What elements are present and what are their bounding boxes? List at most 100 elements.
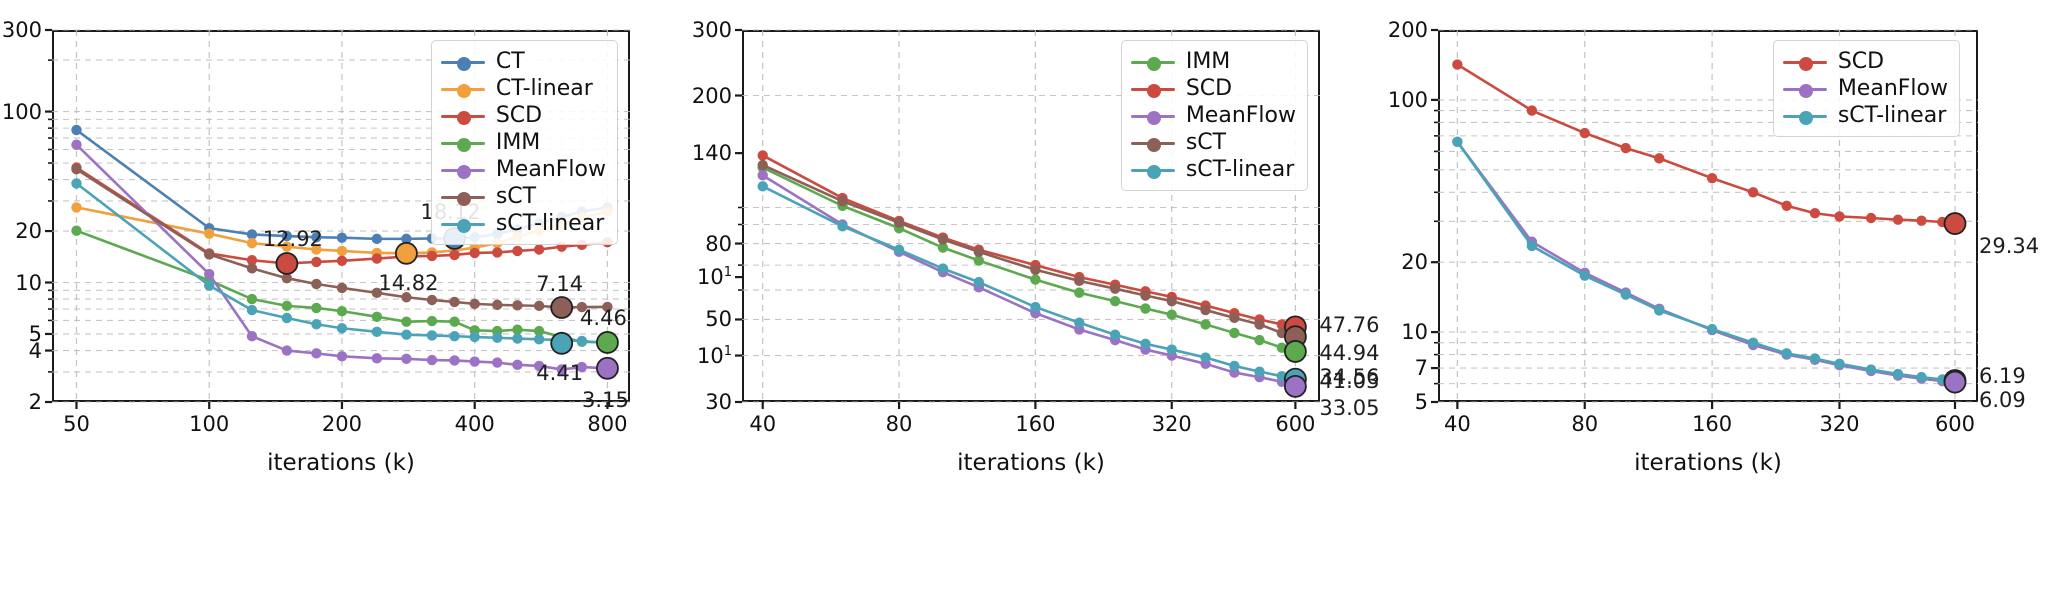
data-point <box>1452 136 1463 147</box>
y-axis-tick-label: 300 <box>1 18 42 42</box>
legend-item-meanflow[interactable]: MeanFlow <box>1782 75 1948 102</box>
data-point <box>1865 364 1877 375</box>
data-point <box>311 256 322 268</box>
data-point <box>336 255 348 266</box>
data-point <box>492 247 503 258</box>
legend-item-scd[interactable]: SCD <box>1130 75 1296 102</box>
data-point <box>1200 304 1211 316</box>
data-point <box>533 360 545 372</box>
data-point <box>311 278 322 290</box>
legend-label: CT <box>495 48 525 74</box>
y-axis-tick-label: 50 <box>705 307 732 332</box>
legend-label: MeanFlow <box>1185 102 1296 128</box>
y-axis-tick-label: 10 <box>15 270 42 295</box>
data-point <box>401 316 412 327</box>
legend-item-imm[interactable]: IMM <box>1130 48 1296 75</box>
data-point <box>426 315 438 327</box>
data-point <box>1140 303 1151 314</box>
legend-item-scd[interactable]: SCD <box>1782 48 1948 75</box>
data-point <box>893 244 905 255</box>
x-axis-tick-label: 80 <box>1571 412 1599 436</box>
series-sct <box>757 159 1301 342</box>
data-point <box>246 293 258 305</box>
legend-item-scd[interactable]: SCD <box>440 102 606 129</box>
data-point <box>1916 215 1927 226</box>
chart-panel-3: 29.34 6.19 6.09 5 7 10 20 100 200 40 80 160 320 600 it… <box>1380 0 2064 592</box>
data-point <box>246 255 258 266</box>
data-point <box>371 233 383 245</box>
legend-item-meanflow[interactable]: MeanFlow <box>440 156 606 183</box>
value-annotation: 34.56 <box>1319 365 1380 390</box>
data-point <box>1200 352 1211 363</box>
gridlines <box>1438 29 1978 403</box>
legend-item-sct-linear[interactable]: sCT-linear <box>1130 156 1296 183</box>
value-annotation: 3.15 <box>582 388 629 413</box>
legend-label: sCT-linear <box>1837 102 1947 128</box>
data-point <box>1706 173 1718 184</box>
data-point <box>281 272 293 284</box>
data-point <box>512 324 523 335</box>
data-point <box>533 300 545 312</box>
x-axis-tick-label: 200 <box>321 412 362 436</box>
plot-area <box>1438 30 1978 402</box>
series-meanflow <box>71 139 613 375</box>
data-point <box>492 332 503 343</box>
data-point <box>937 263 949 274</box>
legend-marker-icon <box>1782 54 1827 71</box>
data-point <box>556 364 567 375</box>
plot-canvas <box>735 28 1320 409</box>
legend-item-sct-linear[interactable]: sCT-linear <box>440 210 606 237</box>
data-point <box>1654 305 1665 316</box>
data-point <box>281 300 293 312</box>
data-point <box>1781 348 1792 359</box>
data-point <box>1706 323 1718 335</box>
series-sct-linear <box>1452 136 1961 386</box>
legend-item-sct-linear[interactable]: sCT-linear <box>1782 102 1948 129</box>
data-point <box>1030 274 1041 285</box>
x-axis-tick-label: 40 <box>1443 412 1471 436</box>
highlight-point-ct-linear <box>394 241 418 265</box>
y-axis-tick-label: 7 <box>1414 356 1428 381</box>
y-axis-tick-label: 101 <box>696 265 732 290</box>
data-point <box>281 345 293 356</box>
value-annotation: 14.82 <box>378 271 439 296</box>
legend-label: SCD <box>1837 48 1885 74</box>
data-point <box>311 244 322 255</box>
data-point <box>1579 127 1590 139</box>
data-point <box>1109 329 1121 340</box>
data-point <box>469 298 480 310</box>
value-annotation: 44.94 <box>1319 340 1380 365</box>
y-axis-tick-label: 20 <box>1401 250 1428 275</box>
legend-item-meanflow[interactable]: MeanFlow <box>1130 102 1296 129</box>
series-sct-linear <box>757 181 1301 385</box>
value-annotation: 6.09 <box>1978 388 2026 413</box>
series-scd <box>1452 59 1961 229</box>
data-point <box>1892 214 1904 225</box>
x-axis-tick-label: 600 <box>1275 412 1316 436</box>
x-axis-title: iterations (k) <box>267 450 415 476</box>
data-point <box>336 305 348 317</box>
legend-item-ct[interactable]: CT <box>440 48 606 75</box>
legend-item-sct[interactable]: sCT <box>1130 129 1296 156</box>
chart-panel-2: 47.76 44.94 41.03 34.56 33.05 300 200 140 80 101 5… <box>690 0 1380 592</box>
data-point <box>937 234 949 245</box>
data-point <box>71 139 82 150</box>
legend-label: SCD <box>1185 75 1233 101</box>
data-point <box>204 249 215 260</box>
data-point <box>449 249 460 261</box>
x-axis-tick-label: 800 <box>587 412 628 436</box>
data-point <box>1865 212 1877 224</box>
legend-marker-icon <box>440 189 485 206</box>
legend-marker-icon <box>1130 162 1175 179</box>
data-point <box>533 334 545 345</box>
value-annotation: 41.03 <box>1319 369 1380 394</box>
data-point <box>1452 59 1463 70</box>
legend-item-sct[interactable]: sCT <box>440 183 606 210</box>
highlight-point-meanflow <box>596 356 619 380</box>
data-point <box>426 354 438 366</box>
highlight-point-meanflow <box>1943 370 1967 394</box>
legend-label: sCT <box>1185 129 1227 155</box>
data-point <box>1892 368 1904 380</box>
legend-item-ct-linear[interactable]: CT-linear <box>440 75 606 102</box>
legend-item-imm[interactable]: IMM <box>440 129 606 156</box>
